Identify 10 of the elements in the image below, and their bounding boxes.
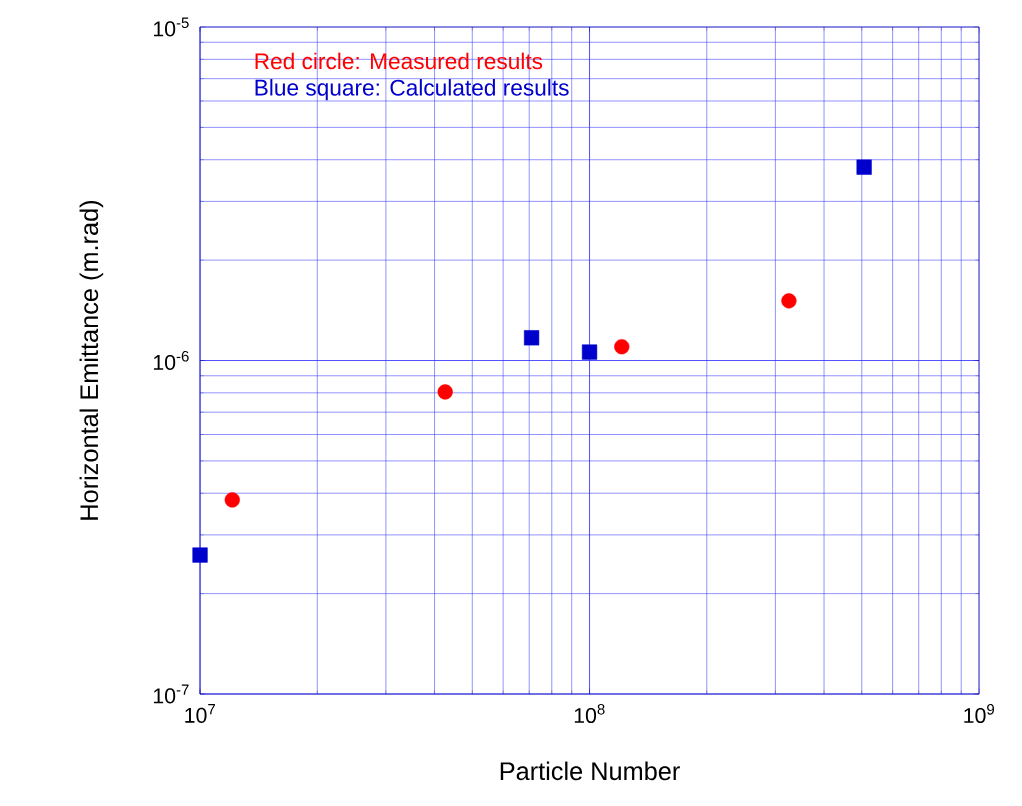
text: Red circle: Measured results: [255, 52, 543, 70]
y-tick-label: 10$^{-6}$: [153, 351, 189, 371]
y-tick-label: 10$^{-5}$: [153, 17, 189, 37]
y-axis-title: Horizontal Emittance (m.rad): [79, 200, 104, 520]
x-axis-title: Particle Number: [500, 761, 680, 781]
x-tick-label: 10$^{7}$: [185, 704, 215, 723]
x-tick-label: 10$^{9}$: [964, 704, 995, 724]
text: Blue square: Calculated results: [255, 79, 569, 101]
x-tick-label: 10$^{8}$: [574, 704, 605, 724]
y-tick-label: 10$^{-7}$: [153, 684, 189, 704]
